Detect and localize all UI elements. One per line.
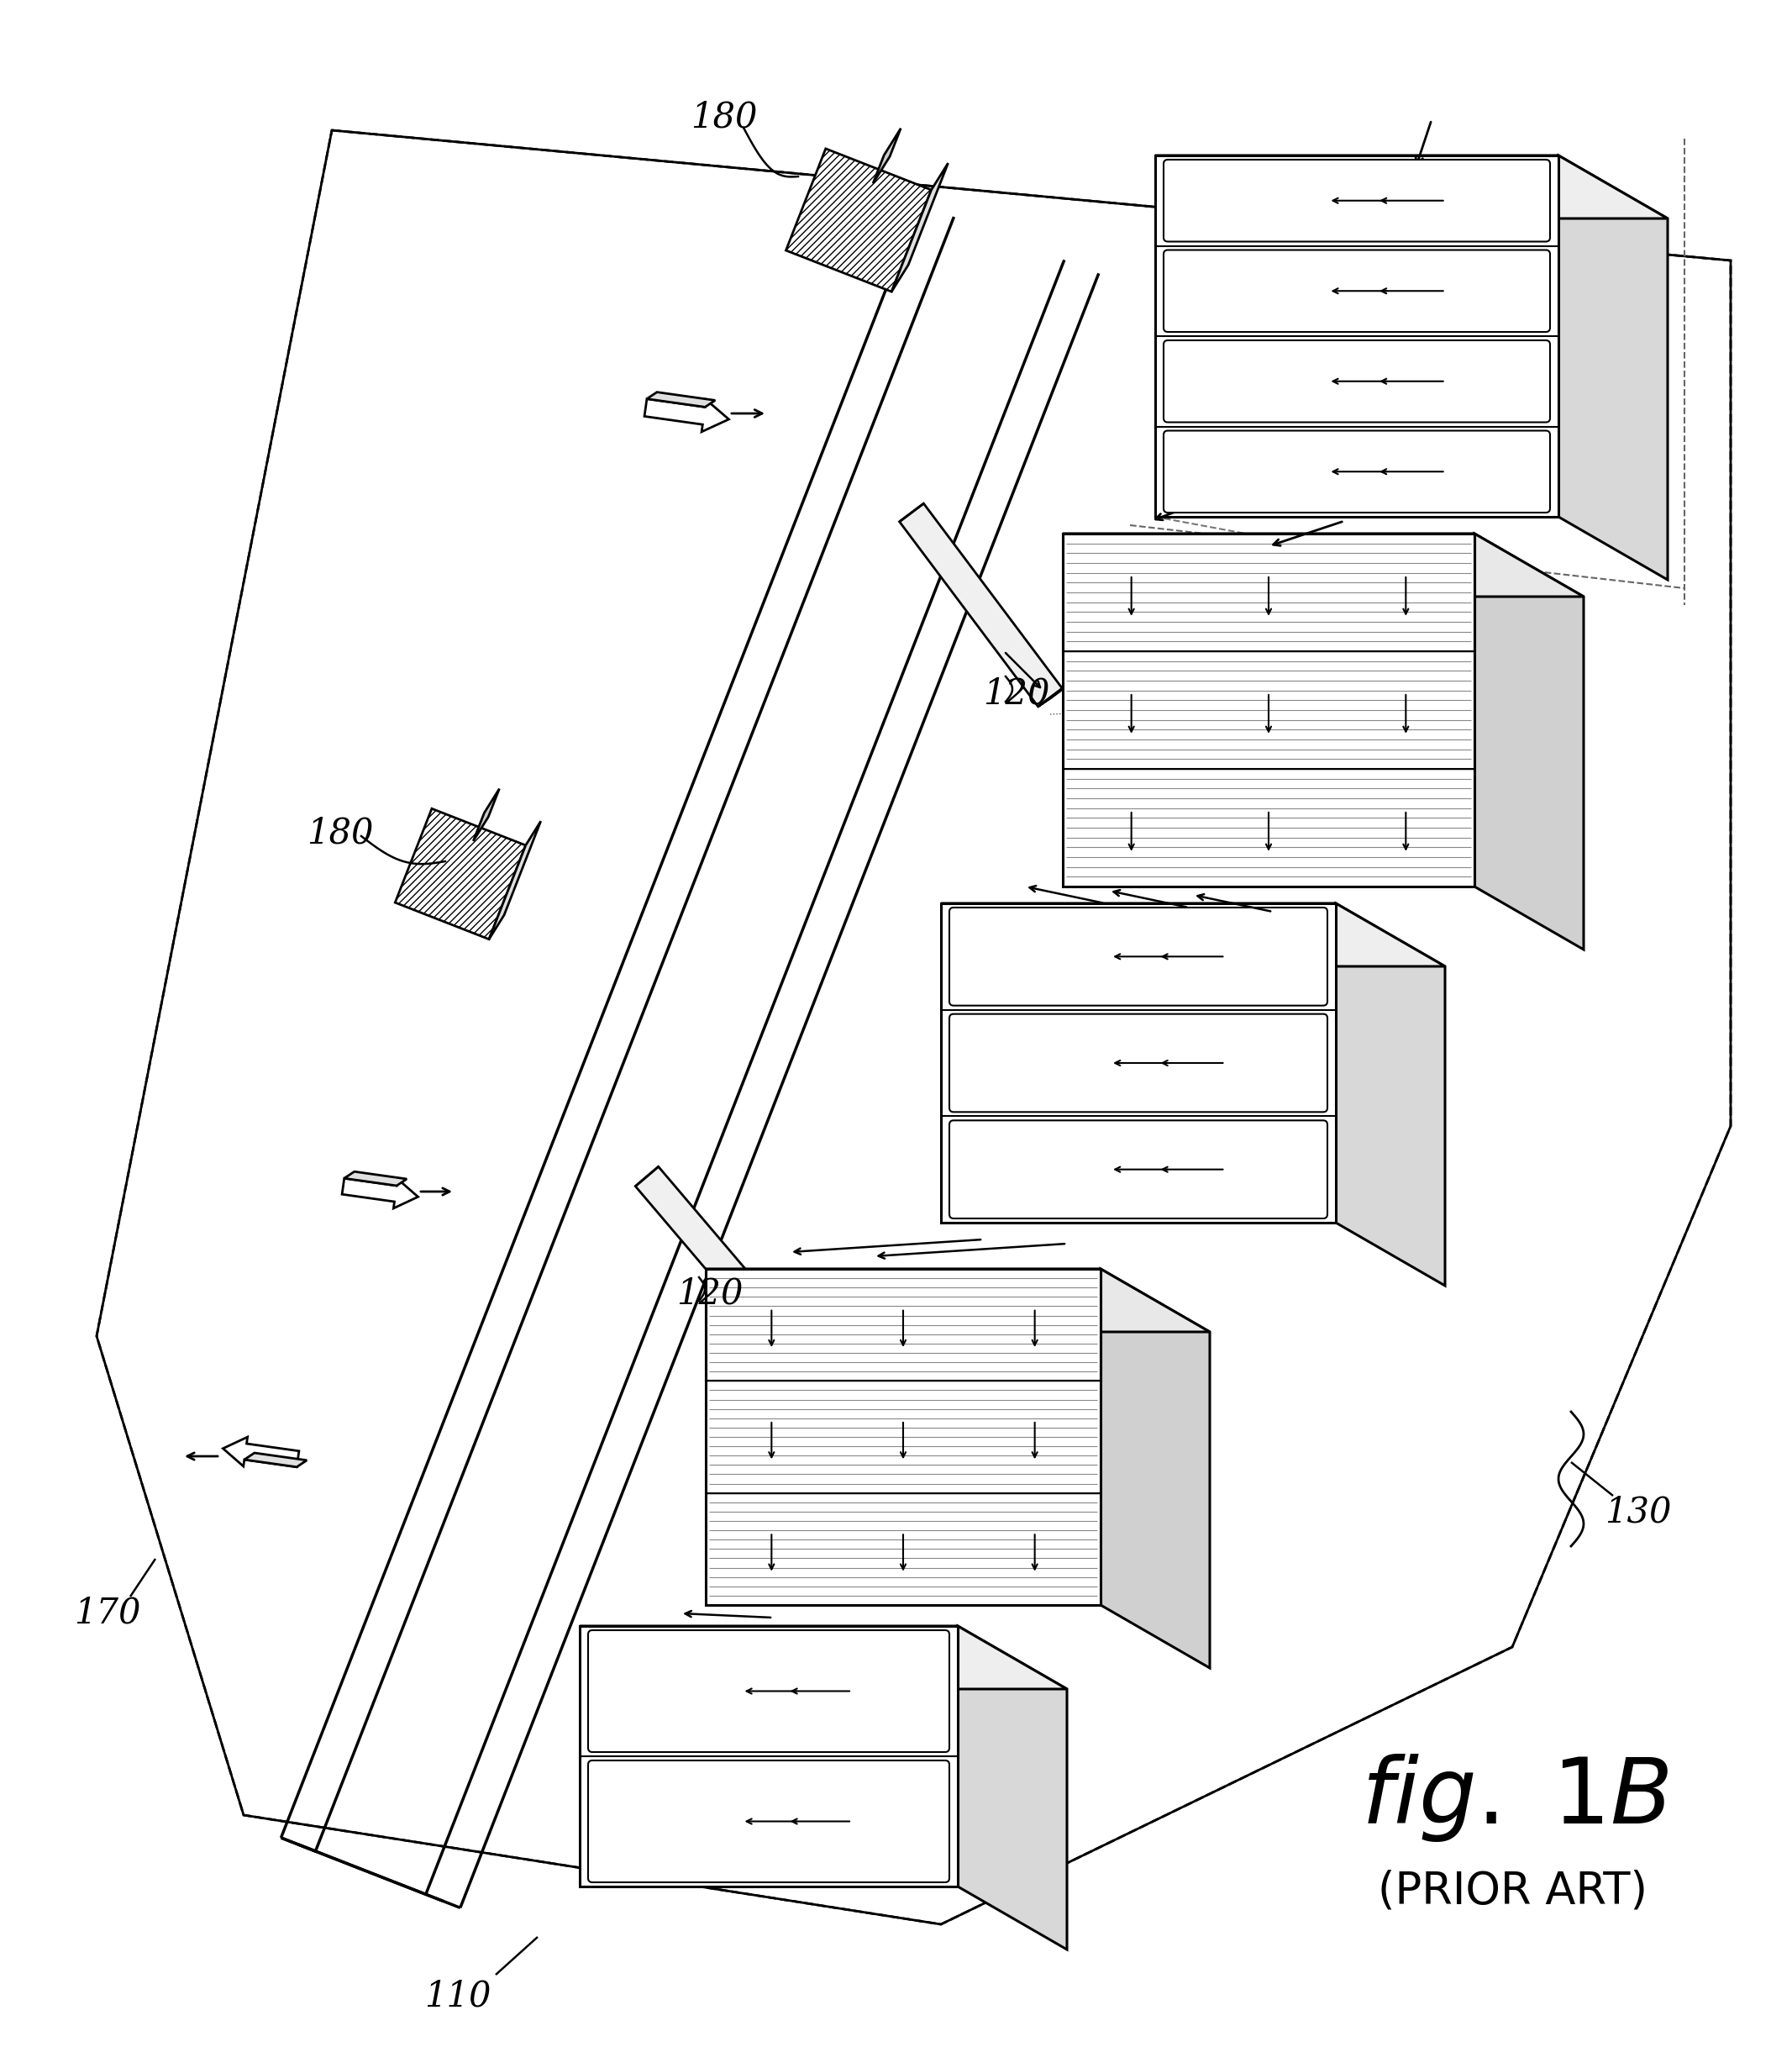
Polygon shape xyxy=(473,788,500,841)
Polygon shape xyxy=(1100,1269,1210,1668)
Polygon shape xyxy=(873,129,901,184)
Text: 180: 180 xyxy=(306,817,375,852)
Polygon shape xyxy=(706,1492,1100,1605)
Text: 130: 130 xyxy=(1606,1494,1672,1531)
Polygon shape xyxy=(1335,903,1444,1286)
Text: 110: 110 xyxy=(425,1977,491,2014)
Polygon shape xyxy=(579,1625,957,1887)
Text: 170: 170 xyxy=(73,1597,142,1631)
Polygon shape xyxy=(1156,156,1559,516)
FancyBboxPatch shape xyxy=(588,1629,950,1752)
Polygon shape xyxy=(787,149,932,291)
Text: 120: 120 xyxy=(984,676,1050,710)
Polygon shape xyxy=(1063,534,1584,596)
Polygon shape xyxy=(1156,156,1668,219)
FancyBboxPatch shape xyxy=(1163,340,1550,422)
Polygon shape xyxy=(645,399,729,432)
FancyBboxPatch shape xyxy=(1163,430,1550,512)
Polygon shape xyxy=(222,1437,299,1468)
Polygon shape xyxy=(244,1453,306,1468)
FancyBboxPatch shape xyxy=(950,907,1328,1005)
Polygon shape xyxy=(1063,651,1475,770)
Polygon shape xyxy=(636,1167,801,1355)
Polygon shape xyxy=(1038,680,1075,706)
Text: 180: 180 xyxy=(690,100,758,135)
Text: (PRIOR ART): (PRIOR ART) xyxy=(1378,1869,1647,1912)
Polygon shape xyxy=(394,809,525,940)
Polygon shape xyxy=(489,821,541,940)
FancyBboxPatch shape xyxy=(1163,160,1550,242)
Polygon shape xyxy=(579,1625,1066,1689)
Polygon shape xyxy=(1475,534,1584,950)
Polygon shape xyxy=(706,1382,1100,1492)
Polygon shape xyxy=(706,1269,1210,1333)
FancyBboxPatch shape xyxy=(950,1013,1328,1112)
Polygon shape xyxy=(1559,156,1668,579)
FancyBboxPatch shape xyxy=(588,1760,950,1883)
FancyBboxPatch shape xyxy=(950,1120,1328,1218)
Polygon shape xyxy=(778,1326,814,1355)
Polygon shape xyxy=(344,1171,407,1185)
Polygon shape xyxy=(900,504,1063,706)
Text: $\mathit{fig.\ 1B}$: $\mathit{fig.\ 1B}$ xyxy=(1360,1752,1668,1844)
Polygon shape xyxy=(1063,534,1475,651)
Polygon shape xyxy=(647,393,715,407)
Text: 120: 120 xyxy=(677,1277,744,1312)
Polygon shape xyxy=(941,903,1335,1222)
Polygon shape xyxy=(342,1179,418,1208)
Polygon shape xyxy=(957,1625,1066,1949)
FancyBboxPatch shape xyxy=(1163,250,1550,332)
Polygon shape xyxy=(706,1269,1100,1382)
Polygon shape xyxy=(892,164,948,291)
Polygon shape xyxy=(1063,770,1475,886)
Polygon shape xyxy=(941,903,1444,966)
